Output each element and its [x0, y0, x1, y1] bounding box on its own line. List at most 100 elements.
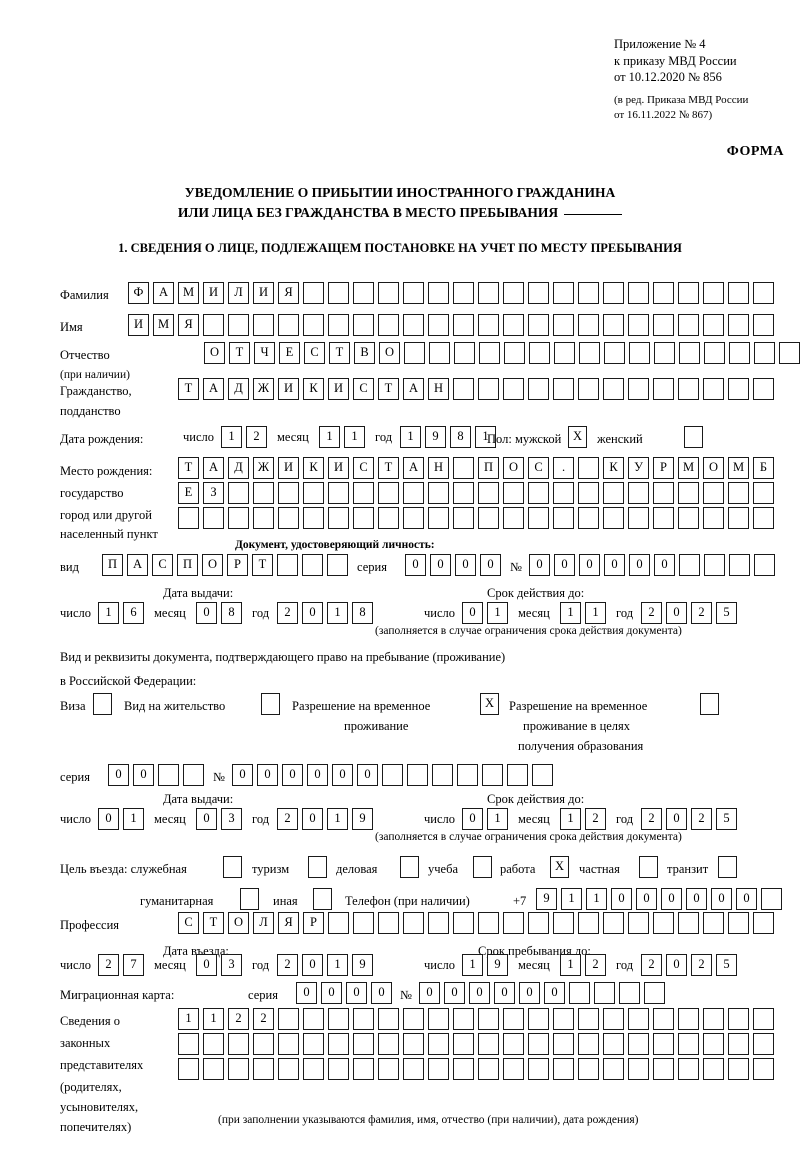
legal-rep-row-2-cell[interactable] [428, 1033, 449, 1055]
given-name-boxes-cell[interactable] [728, 314, 749, 336]
legal-rep-row-3[interactable] [178, 1058, 774, 1080]
legal-rep-row-2-cell[interactable] [303, 1033, 324, 1055]
given-name-boxes-cell[interactable] [328, 314, 349, 336]
birth-place-row-3-cell[interactable] [653, 507, 674, 529]
citizenship-boxes-cell[interactable] [678, 378, 699, 400]
permit-number-boxes-cell[interactable]: 0 [282, 764, 303, 786]
birth-place-row-1-cell[interactable]: А [203, 457, 224, 479]
citizenship-boxes-cell[interactable]: Н [428, 378, 449, 400]
permit-issue-year-cell[interactable]: 0 [302, 808, 323, 830]
birth-place-row-2-cell[interactable] [478, 482, 499, 504]
doc-series-boxes-cell[interactable]: 0 [430, 554, 451, 576]
birth-place-row-3-cell[interactable] [203, 507, 224, 529]
phone-boxes-cell[interactable]: 0 [686, 888, 707, 910]
birth-place-row-1-cell[interactable]: К [603, 457, 624, 479]
legal-rep-row-3-cell[interactable] [378, 1058, 399, 1080]
legal-rep-row-3-cell[interactable] [578, 1058, 599, 1080]
stay-month-cell[interactable]: 2 [585, 954, 606, 976]
purpose-transit-checkbox[interactable] [718, 856, 737, 878]
given-name-boxes-cell[interactable] [253, 314, 274, 336]
citizenship-boxes-cell[interactable]: А [203, 378, 224, 400]
patronymic-boxes-cell[interactable]: С [304, 342, 325, 364]
permit-series-boxes-cell[interactable]: 0 [133, 764, 154, 786]
profession-boxes-cell[interactable] [678, 912, 699, 934]
patronymic-boxes-cell[interactable] [754, 342, 775, 364]
surname-boxes-cell[interactable] [503, 282, 524, 304]
surname-boxes-cell[interactable] [578, 282, 599, 304]
migration-series-boxes-cell[interactable]: 0 [321, 982, 342, 1004]
stay-year-cell[interactable]: 5 [716, 954, 737, 976]
citizenship-boxes-cell[interactable]: Ж [253, 378, 274, 400]
permit-issue-day-cell[interactable]: 1 [123, 808, 144, 830]
citizenship-boxes-cell[interactable] [528, 378, 549, 400]
doc-kind-boxes-cell[interactable]: П [177, 554, 198, 576]
legal-rep-row-3-cell[interactable] [353, 1058, 374, 1080]
doc-kind-boxes-cell[interactable] [327, 554, 348, 576]
doc-series-boxes-cell[interactable]: 0 [480, 554, 501, 576]
birth-place-row-1-cell[interactable]: И [328, 457, 349, 479]
permit-valid-year-cell[interactable]: 5 [716, 808, 737, 830]
birth-place-row-1-cell[interactable]: М [678, 457, 699, 479]
given-name-boxes-cell[interactable] [453, 314, 474, 336]
legal-rep-row-1-cell[interactable] [528, 1008, 549, 1030]
surname-boxes-cell[interactable] [653, 282, 674, 304]
surname-boxes-cell[interactable] [303, 282, 324, 304]
permit-number-boxes-cell[interactable] [457, 764, 478, 786]
given-name-boxes-cell[interactable] [653, 314, 674, 336]
doc-issue-day-cell[interactable]: 6 [123, 602, 144, 624]
profession-boxes-cell[interactable] [353, 912, 374, 934]
given-name-boxes-cell[interactable] [503, 314, 524, 336]
given-name-boxes-cell[interactable] [753, 314, 774, 336]
surname-boxes-cell[interactable]: А [153, 282, 174, 304]
phone-boxes-cell[interactable]: 0 [661, 888, 682, 910]
patronymic-boxes-cell[interactable] [479, 342, 500, 364]
given-name-boxes-cell[interactable] [353, 314, 374, 336]
birth-place-row-1-cell[interactable] [453, 457, 474, 479]
migration-number-boxes-cell[interactable]: 0 [419, 982, 440, 1004]
legal-rep-row-1-cell[interactable] [553, 1008, 574, 1030]
patronymic-boxes-cell[interactable] [504, 342, 525, 364]
purpose-official-checkbox[interactable] [223, 856, 242, 878]
birth-place-row-2-cell[interactable] [278, 482, 299, 504]
doc-number-boxes-cell[interactable] [679, 554, 700, 576]
patronymic-boxes-cell[interactable] [554, 342, 575, 364]
patronymic-boxes-cell[interactable]: О [204, 342, 225, 364]
birth-place-row-1-cell[interactable]: К [303, 457, 324, 479]
doc-number-boxes-cell[interactable] [729, 554, 750, 576]
legal-rep-row-1-cell[interactable] [278, 1008, 299, 1030]
profession-boxes-cell[interactable] [378, 912, 399, 934]
birth-place-row-3-cell[interactable] [603, 507, 624, 529]
surname-boxes-cell[interactable] [403, 282, 424, 304]
legal-rep-row-2-cell[interactable] [253, 1033, 274, 1055]
legal-rep-row-1-cell[interactable]: 2 [253, 1008, 274, 1030]
legal-rep-row-3-cell[interactable] [503, 1058, 524, 1080]
entry-year-cell[interactable]: 0 [302, 954, 323, 976]
birth-place-row-1-cell[interactable]: Т [378, 457, 399, 479]
given-name-boxes-cell[interactable] [528, 314, 549, 336]
stay-year-cell[interactable]: 2 [641, 954, 662, 976]
entry-month-cell[interactable]: 3 [221, 954, 242, 976]
surname-boxes-cell[interactable] [378, 282, 399, 304]
given-name-boxes-cell[interactable] [428, 314, 449, 336]
patronymic-boxes-cell[interactable] [679, 342, 700, 364]
birth-place-row-1-cell[interactable]: Б [753, 457, 774, 479]
legal-rep-row-1-cell[interactable] [653, 1008, 674, 1030]
legal-rep-row-2-cell[interactable] [728, 1033, 749, 1055]
given-name-boxes-cell[interactable] [478, 314, 499, 336]
surname-boxes-cell[interactable]: Я [278, 282, 299, 304]
legal-rep-row-3-cell[interactable] [753, 1058, 774, 1080]
permit-number-boxes-cell[interactable] [382, 764, 403, 786]
profession-boxes-cell[interactable] [703, 912, 724, 934]
profession-boxes-cell[interactable]: Р [303, 912, 324, 934]
permit-series-boxes-cell[interactable]: 0 [108, 764, 129, 786]
migration-number-boxes-cell[interactable] [644, 982, 665, 1004]
doc-kind-boxes-cell[interactable]: Р [227, 554, 248, 576]
